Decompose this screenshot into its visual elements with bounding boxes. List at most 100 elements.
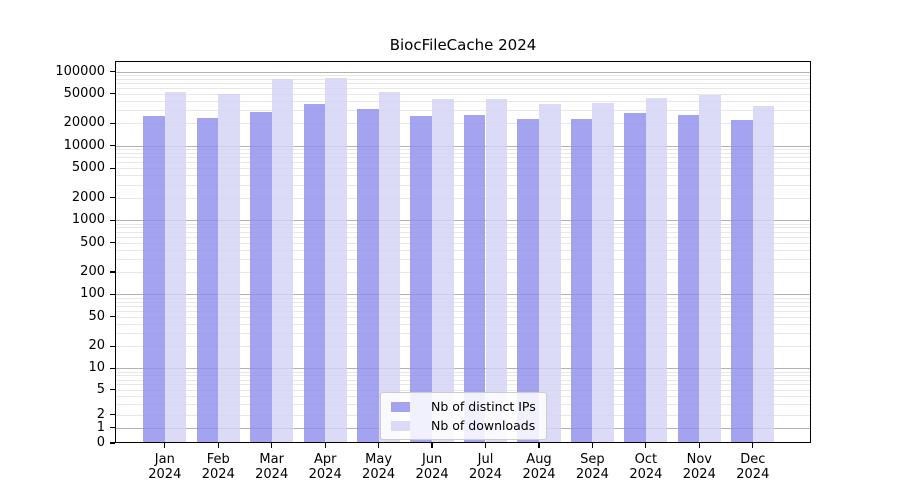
gridline-minor — [116, 375, 810, 377]
x-tick-label-sep: Sep — [580, 452, 605, 467]
bar-distinct-ips-sep — [570, 118, 593, 443]
x-tick-year-dec: 2024 — [736, 467, 770, 482]
gridline-minor — [116, 157, 810, 159]
x-tick-year-mar: 2024 — [255, 467, 289, 482]
x-tick-label-nov: Nov — [686, 452, 712, 467]
y-tick-label-100: 100 — [80, 286, 105, 302]
x-tick-year-may: 2024 — [362, 467, 396, 482]
x-tick-mark — [271, 443, 273, 448]
bar-distinct-ips-jun — [410, 115, 432, 443]
gridline-minor — [116, 316, 810, 318]
bar-downloads-dec — [752, 106, 775, 443]
gridline-minor — [116, 223, 810, 225]
y-tick-mark — [110, 197, 115, 199]
gridline-minor — [116, 249, 810, 251]
gridline-minor — [116, 197, 810, 199]
gridline-major — [116, 220, 810, 222]
x-tick-mark — [538, 443, 540, 448]
bar-distinct-ips-oct — [624, 113, 646, 443]
gridline-minor — [116, 346, 810, 348]
x-tick-year-feb: 2024 — [201, 467, 235, 482]
gridline-minor — [116, 162, 810, 164]
gridline-minor — [116, 88, 810, 89]
y-tick-label-5: 5 — [96, 381, 105, 397]
legend-label-distinct-ips: Nb of distinct IPs — [431, 399, 536, 414]
x-tick-year-jun: 2024 — [415, 467, 449, 482]
y-tick-label-200: 200 — [80, 264, 105, 279]
gridline-minor — [116, 231, 810, 233]
gridline-minor — [116, 110, 810, 112]
y-tick-mark — [110, 241, 115, 244]
bar-distinct-ips-feb — [196, 118, 219, 443]
gridline-minor — [116, 184, 810, 186]
x-tick-mark — [752, 443, 754, 448]
bar-downloads-sep — [592, 103, 614, 443]
y-tick-label-10: 10 — [88, 360, 105, 376]
legend: Nb of distinct IPs Nb of downloads — [380, 392, 547, 440]
bar-downloads-oct — [645, 98, 668, 443]
bar-distinct-ips-mar — [250, 112, 272, 443]
x-tick-mark — [217, 443, 219, 448]
gridline-minor — [116, 149, 810, 151]
x-tick-mark — [431, 443, 433, 448]
gridline-minor — [116, 384, 810, 386]
bar-distinct-ips-nov — [677, 114, 700, 443]
x-tick-label-may: May — [365, 452, 393, 467]
gridline-major — [116, 71, 810, 73]
bar-downloads-jul — [485, 98, 508, 443]
y-tick-label-20: 20 — [88, 338, 105, 354]
bar-downloads-jun — [432, 98, 454, 443]
gridline-minor — [116, 389, 810, 391]
y-tick-label-10000: 10000 — [63, 137, 105, 153]
bar-distinct-ips-jan — [143, 116, 165, 443]
bar-distinct-ips-aug — [517, 119, 539, 443]
gridline-minor — [116, 297, 810, 299]
y-tick-mark — [110, 70, 115, 73]
y-tick-mark — [110, 93, 115, 95]
bar-distinct-ips-may — [357, 109, 379, 443]
gridline-minor — [116, 323, 810, 325]
gridline-minor — [116, 258, 810, 260]
y-tick-label-2: 2 — [96, 406, 105, 422]
y-tick-mark — [110, 167, 115, 169]
gridline-minor — [116, 371, 810, 373]
legend-swatch-downloads — [391, 420, 410, 431]
x-tick-year-nov: 2024 — [682, 467, 716, 482]
gridline-minor — [116, 236, 810, 238]
gridline-minor — [116, 101, 810, 102]
gridline-minor — [116, 272, 810, 273]
gridline-minor — [116, 93, 810, 95]
y-tick-label-5000: 5000 — [71, 160, 105, 176]
y-tick-mark — [110, 442, 115, 444]
y-tick-mark — [110, 414, 115, 416]
x-tick-mark — [324, 443, 326, 448]
y-tick-mark — [110, 219, 115, 221]
y-tick-label-1: 1 — [96, 419, 105, 435]
x-tick-mark — [378, 443, 380, 448]
y-tick-mark — [110, 122, 115, 124]
gridline-minor — [116, 123, 810, 125]
gridline-minor — [116, 379, 810, 381]
bar-downloads-nov — [699, 95, 721, 443]
gridline-minor — [116, 74, 810, 76]
y-tick-mark — [110, 345, 115, 347]
gridline-minor — [116, 227, 810, 229]
bar-downloads-aug — [539, 103, 561, 443]
legend-row-distinct-ips: Nb of distinct IPs — [391, 397, 536, 416]
bar-distinct-ips-apr — [303, 104, 326, 443]
bar-downloads-apr — [325, 77, 347, 443]
chart-title: BiocFileCache 2024 — [389, 36, 537, 54]
x-tick-label-feb: Feb — [206, 452, 230, 467]
x-tick-mark — [698, 443, 700, 448]
bar-downloads-jan — [164, 91, 187, 443]
bar-downloads-may — [378, 91, 401, 443]
x-tick-mark — [591, 443, 593, 448]
gridline-minor — [116, 168, 810, 170]
gridline-major — [116, 294, 810, 296]
x-tick-label-apr: Apr — [313, 452, 337, 467]
x-tick-label-jun: Jun — [421, 452, 443, 467]
x-tick-year-sep: 2024 — [575, 467, 609, 482]
gridline-minor — [116, 305, 810, 307]
y-tick-label-50000: 50000 — [63, 85, 105, 101]
